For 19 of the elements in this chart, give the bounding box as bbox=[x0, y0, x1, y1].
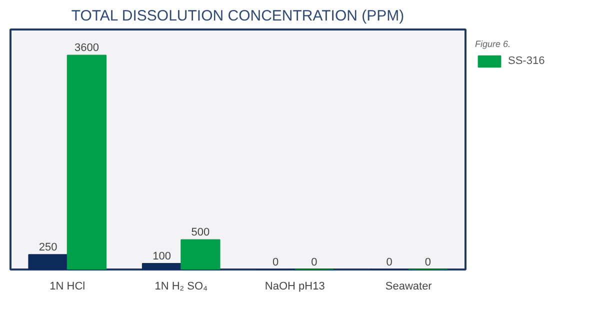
x-tick-label: NaOH pH13 bbox=[264, 280, 325, 292]
data-label: 100 bbox=[152, 250, 171, 263]
data-label: 0 bbox=[311, 256, 318, 268]
data-label: 3600 bbox=[74, 42, 99, 54]
x-tick-label: 1N H₂ SO₄ bbox=[154, 280, 208, 292]
data-label: 0 bbox=[272, 256, 279, 268]
bar bbox=[180, 239, 220, 270]
caption: Figure 6. bbox=[475, 39, 512, 49]
x-tick-label: 1N HCl bbox=[50, 280, 86, 292]
data-label: 500 bbox=[191, 226, 210, 239]
bar bbox=[28, 254, 68, 270]
data-label: 0 bbox=[424, 256, 432, 268]
bar bbox=[66, 54, 107, 270]
chart-title: TOTAL DISSOLUTION CONCENTRATION (PPM) bbox=[71, 8, 404, 24]
data-label: 0 bbox=[386, 256, 392, 268]
x-tick-label: Seawater bbox=[385, 280, 432, 292]
bar bbox=[142, 263, 182, 270]
legend-label: SS-316 bbox=[508, 55, 545, 67]
data-label: 250 bbox=[38, 242, 58, 254]
